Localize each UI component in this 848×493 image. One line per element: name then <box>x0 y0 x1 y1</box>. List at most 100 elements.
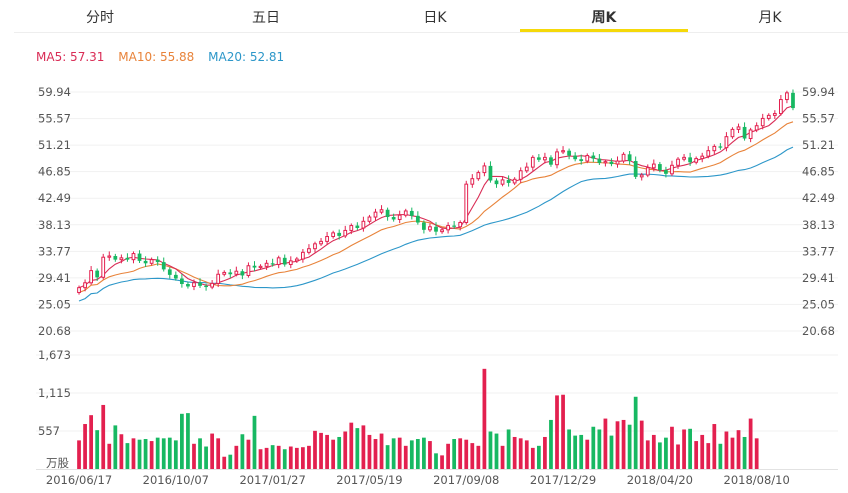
ma5-line <box>78 105 794 289</box>
volume-bar <box>579 434 584 469</box>
tab-monthly-k[interactable]: 月K <box>700 0 840 32</box>
tab-weekly-k-label: 周K <box>591 10 617 26</box>
candle-body-down <box>155 259 160 263</box>
volume-bar <box>603 418 608 469</box>
volume-bar <box>349 422 354 469</box>
candle-body-up <box>615 160 620 165</box>
volume-bar <box>700 434 705 469</box>
candle-body-up <box>149 259 154 264</box>
volume-bar <box>597 429 602 469</box>
candle-body-up <box>561 150 565 153</box>
candle-body-down <box>143 260 148 264</box>
volume-bar <box>228 454 233 469</box>
candle-body-up <box>276 257 281 266</box>
volume-bar <box>458 438 463 469</box>
volume-bar <box>167 437 172 469</box>
candle-body-up <box>670 164 674 175</box>
tab-intraday[interactable]: 分时 <box>30 0 170 32</box>
volume-bar <box>482 368 487 469</box>
candle-body-up <box>464 183 469 224</box>
candle-body-up <box>258 265 263 269</box>
ma20-legend: MA20: 52.81 <box>208 50 285 64</box>
volume-bar <box>688 428 692 469</box>
candle-body-down <box>609 161 614 165</box>
volume-bar <box>282 449 287 469</box>
volume-bar <box>500 445 505 469</box>
volume-bar <box>682 429 686 469</box>
candle-body-down <box>391 217 396 220</box>
volume-bar <box>397 437 402 469</box>
candle-body-down <box>270 263 275 265</box>
volume-bar <box>319 432 323 469</box>
volume-bar <box>343 431 348 469</box>
volume-bar <box>706 443 711 469</box>
price-tick-label-left: 55.57 <box>38 112 71 126</box>
volume-bar <box>712 424 717 469</box>
candle-body-down <box>125 257 130 260</box>
x-tick-label: 2017/09/08 <box>433 473 499 487</box>
candle-body-down <box>718 146 723 148</box>
volume-bar <box>536 445 541 469</box>
candle-body-down <box>597 158 602 163</box>
candle-body-up <box>785 92 789 101</box>
period-tabs: 分时 五日 日K 周K 月K <box>0 0 848 32</box>
candle-body-down <box>180 278 184 285</box>
volume-bar <box>143 439 148 469</box>
candle-body-down <box>549 157 553 165</box>
candle-body-down <box>282 257 287 265</box>
volume-bar <box>161 438 166 469</box>
candle-body-down <box>161 262 166 270</box>
volume-bar <box>651 434 656 469</box>
volume-bar <box>385 445 390 469</box>
candle-body-up <box>192 282 196 287</box>
candle-body-up <box>736 126 741 130</box>
candle-body-up <box>476 172 481 180</box>
candle-body-up <box>748 129 753 140</box>
volume-bar <box>718 443 723 469</box>
ma-legend: MA5: 57.31 MA10: 55.88 MA20: 52.81 <box>36 50 294 64</box>
candle-body-down <box>664 170 668 174</box>
candle-body-down <box>633 161 638 177</box>
candle-body-up <box>706 150 711 157</box>
tab-five-day[interactable]: 五日 <box>196 0 336 32</box>
volume-bar <box>240 434 245 469</box>
volume-bar <box>125 443 130 469</box>
candle-body-up <box>730 128 735 138</box>
tab-daily-k[interactable]: 日K <box>365 0 505 32</box>
candle-body-up <box>83 282 87 289</box>
volume-bar <box>313 430 317 469</box>
candle-body-up <box>264 262 269 267</box>
candle-body-down <box>573 155 578 160</box>
volume-bar <box>428 441 432 469</box>
price-tick-label-right: 55.57 <box>802 112 835 126</box>
x-tick-label: 2017/12/29 <box>530 473 596 487</box>
candle-body-down <box>113 256 118 260</box>
candle-body-up <box>555 151 559 166</box>
candle-body-up <box>700 155 705 160</box>
price-tick-label-left: 42.49 <box>38 191 71 205</box>
candle-body-down <box>536 157 541 160</box>
tab-monthly-k-label: 月K <box>758 10 782 26</box>
candle-body-up <box>397 214 402 220</box>
candle-body-down <box>579 159 584 162</box>
volume-tick-label: 557 <box>38 424 60 438</box>
candle-body-up <box>101 256 106 278</box>
candle-body-down <box>204 285 208 288</box>
candle-body-down <box>591 155 596 159</box>
volume-bar <box>543 436 547 469</box>
tab-weekly-k[interactable]: 周K <box>520 0 688 32</box>
candle-body-up <box>645 167 650 176</box>
candle-body-up <box>89 270 94 284</box>
price-tick-label-right: 51.21 <box>802 138 835 152</box>
volume-bar <box>670 426 674 469</box>
volume-bar <box>355 428 360 469</box>
volume-bar <box>307 445 311 469</box>
volume-bar <box>657 442 662 469</box>
volume-bar <box>506 429 511 469</box>
candle-body-up <box>119 257 124 261</box>
price-tick-label-right: 59.94 <box>802 85 835 99</box>
tab-five-day-label: 五日 <box>252 10 280 26</box>
candle-body-up <box>319 240 323 245</box>
volume-bar <box>694 441 699 469</box>
candle-body-up <box>373 211 378 218</box>
